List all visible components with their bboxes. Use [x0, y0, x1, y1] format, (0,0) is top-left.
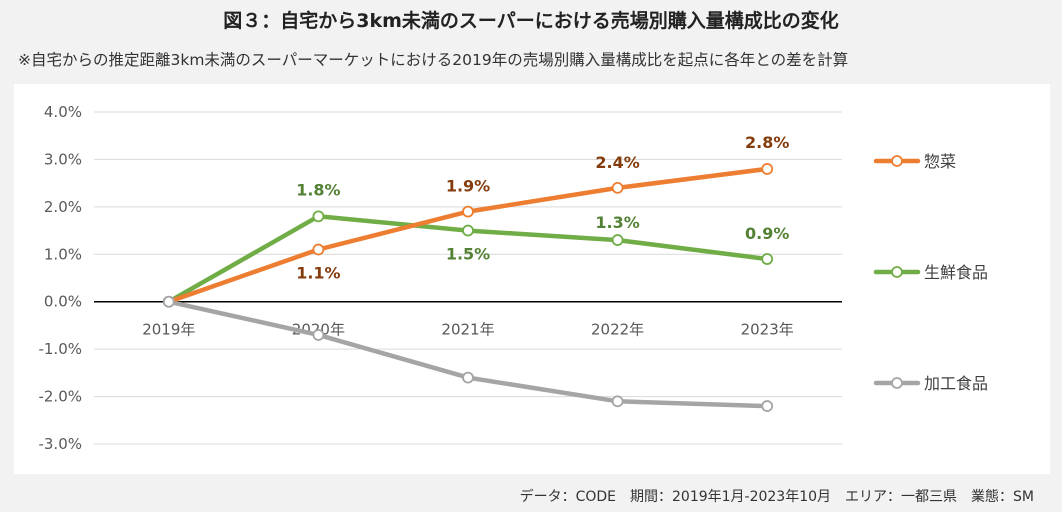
data-label: 2.4%: [595, 153, 639, 172]
data-point: [761, 163, 774, 175]
x-tick-label: 2019年: [142, 321, 195, 339]
x-tick-label: 2021年: [441, 321, 494, 339]
data-point: [761, 253, 774, 265]
data-point: [611, 395, 624, 408]
legend-label: 惣菜: [924, 152, 956, 171]
data-point: [312, 210, 325, 223]
legend-marker: [891, 266, 903, 278]
data-point: [611, 181, 624, 194]
legend-marker: [891, 377, 903, 389]
data-label: 1.3%: [595, 213, 639, 232]
data-point: [462, 224, 474, 237]
data-point: [162, 295, 175, 308]
x-tick-label: 2023年: [741, 321, 794, 339]
data-point: [312, 329, 325, 341]
data-point: [462, 371, 474, 384]
x-tick-label: 2022年: [591, 321, 644, 339]
y-tick-label: -2.0%: [38, 388, 82, 406]
data-point: [761, 400, 774, 412]
legend-label: 加工食品: [924, 374, 988, 393]
data-point: [312, 243, 325, 256]
data-label: 1.1%: [296, 264, 340, 283]
y-tick-label: -1.0%: [38, 340, 82, 358]
y-tick-label: 2.0%: [44, 198, 82, 216]
chart-panel: 4.0% 3.0% 2.0% 1.0% 0.0% -1.0% -2.0% -3.0% 2019年…: [14, 84, 1050, 474]
data-label: 1.5%: [446, 245, 490, 264]
data-label: 2.8%: [745, 133, 789, 152]
data-source-note: データ：CODE 期間：2019年1月-2023年10月 エリア：一都三県 業態…: [519, 489, 1034, 505]
data-label: 1.9%: [446, 177, 490, 196]
y-tick-label: 4.0%: [44, 103, 82, 121]
y-tick-label: 3.0%: [44, 150, 82, 168]
y-tick-label: 0.0%: [44, 293, 82, 311]
legend-marker: [891, 155, 903, 167]
series-line-2: [166, 299, 770, 409]
chart-title: 図３：自宅から3km未満のスーパーにおける売場別購入量構成比の変化: [223, 10, 839, 32]
y-tick-label: 1.0%: [44, 245, 82, 263]
chart-subtitle: ※自宅からの推定距離3km未満のスーパーマーケットにおける2019年の売場別購入…: [18, 51, 849, 69]
legend-label: 生鮮食品: [924, 263, 988, 282]
data-label: 0.9%: [745, 224, 789, 243]
data-label: 1.8%: [296, 180, 340, 199]
y-tick-label: -3.0%: [38, 435, 82, 453]
line-chart: 4.0% 3.0% 2.0% 1.0% 0.0% -1.0% -2.0% -3.0% 2019年…: [38, 103, 988, 453]
data-point: [462, 205, 474, 218]
data-point: [611, 234, 624, 246]
